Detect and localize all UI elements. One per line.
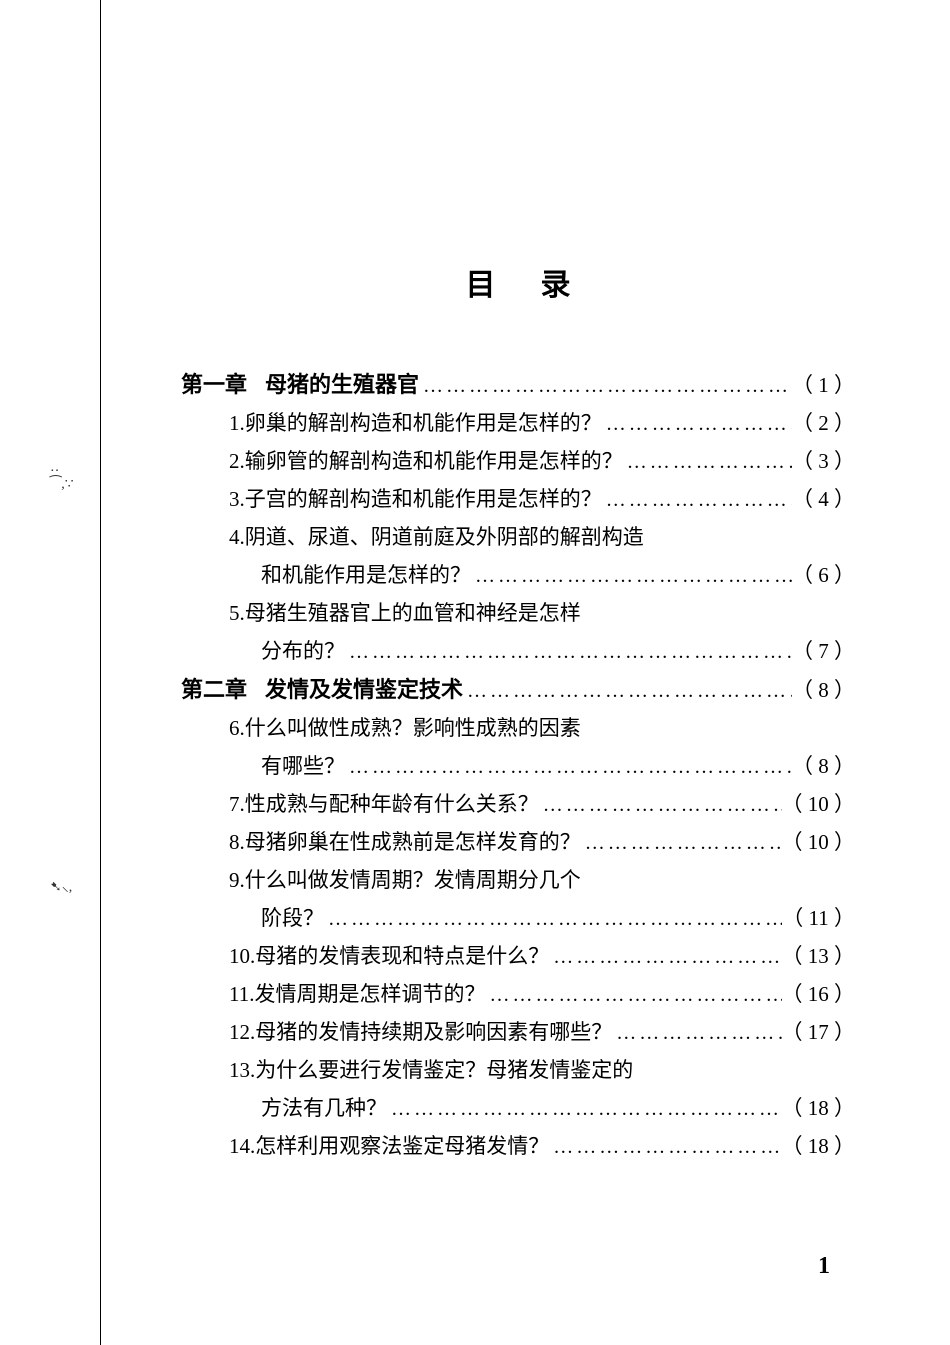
page-ref: （ 2 ） [792,413,855,434]
toc-title: 目录 [181,260,855,304]
leader-dots: ……………………………………………………………… [602,490,792,510]
chapter-line: 第一章母猪的生殖器官………………………………………………………………（ 1 ） [181,374,855,396]
item-text: 1.卵巢的解剖构造和机能作用是怎样的？ [181,413,602,434]
toc-body: 第一章母猪的生殖器官………………………………………………………………（ 1 ）1… [181,374,855,1157]
toc-item-line: 11.发情周期是怎样调节的？………………………………………………………………（ … [181,984,855,1005]
page-ref: （ 1 ） [792,375,855,396]
page-ref: （ 16 ） [782,984,856,1005]
item-text: 14.怎样利用观察法鉴定母猪发情？ [181,1136,549,1157]
page-ref: （ 8 ） [792,680,855,701]
toc-item-line: 12.母猪的发情持续期及影响因素有哪些？……………………………………………………… [181,1022,855,1043]
chapter-label: 第二章 [181,679,247,701]
toc-item-line: 7.性成熟与配种年龄有什么关系？………………………………………………………………… [181,794,855,815]
page-ref: （ 8 ） [792,756,855,777]
page-ref: （ 18 ） [782,1136,856,1157]
toc-item-line: 方法有几种？………………………………………………………………（ 18 ） [181,1098,855,1119]
chapter-label: 第一章 [181,374,247,396]
toc-item-line: 9.什么叫做发情周期？发情周期分几个 [181,870,855,891]
page-container: 目录 第一章母猪的生殖器官………………………………………………………………（ 1… [100,0,900,1345]
chapter-line: 第二章发情及发情鉴定技术………………………………………………………………（ 8 … [181,679,855,701]
page-ref: （ 11 ） [782,908,855,929]
page-ref: （ 10 ） [782,794,856,815]
leader-dots: ……………………………………………………………… [463,681,792,701]
margin-artifacts-1: ‥⁀,∵ [50,460,80,494]
leader-dots: ……………………………………………………………… [602,414,792,434]
toc-item-line: 3.子宫的解剖构造和机能作用是怎样的？………………………………………………………… [181,489,855,510]
item-text: 阶段？ [181,908,324,929]
item-text: 13.为什么要进行发情鉴定？母猪发情鉴定的 [181,1060,633,1081]
page-ref: （ 6 ） [792,565,855,586]
toc-item-line: 2.输卵管的解剖构造和机能作用是怎样的？……………………………………………………… [181,451,855,472]
toc-item-line: 1.卵巢的解剖构造和机能作用是怎样的？………………………………………………………… [181,413,855,434]
leader-dots: ……………………………………………………………… [623,452,792,472]
item-text: 3.子宫的解剖构造和机能作用是怎样的？ [181,489,602,510]
item-text: 12.母猪的发情持续期及影响因素有哪些？ [181,1022,612,1043]
page-ref: （ 13 ） [782,946,856,967]
leader-dots: ……………………………………………………………… [387,1099,782,1119]
toc-item-line: 13.为什么要进行发情鉴定？母猪发情鉴定的 [181,1060,855,1081]
toc-item-line: 8.母猪卵巢在性成熟前是怎样发育的？…………………………………………………………… [181,832,855,853]
item-text: 6.什么叫做性成熟？影响性成熟的因素 [181,718,581,739]
toc-item-line: 10.母猪的发情表现和特点是什么？……………………………………………………………… [181,946,855,967]
margin-artifacts-2: ➷⸜, [50,880,80,897]
item-text: 5.母猪生殖器官上的血管和神经是怎样 [181,603,581,624]
leader-dots: ……………………………………………………………… [471,566,792,586]
leader-dots: ……………………………………………………………… [485,985,781,1005]
leader-dots: ……………………………………………………………… [324,909,782,929]
toc-item-line: 14.怎样利用观察法鉴定母猪发情？……………………………………………………………… [181,1136,855,1157]
leader-dots: ……………………………………………………………… [345,642,792,662]
item-text: 方法有几种？ [181,1098,387,1119]
page-ref: （ 10 ） [782,832,856,853]
item-text: 2.输卵管的解剖构造和机能作用是怎样的？ [181,451,623,472]
leader-dots: ……………………………………………………………… [612,1023,781,1043]
item-text: 10.母猪的发情表现和特点是什么？ [181,946,549,967]
toc-item-line: 4.阴道、尿道、阴道前庭及外阴部的解剖构造 [181,527,855,548]
page-ref: （ 4 ） [792,489,855,510]
toc-item-line: 分布的？………………………………………………………………（ 7 ） [181,641,855,662]
item-text: 4.阴道、尿道、阴道前庭及外阴部的解剖构造 [181,527,644,548]
item-text: 11.发情周期是怎样调节的？ [181,984,485,1005]
leader-dots: ……………………………………………………………… [549,1137,781,1157]
leader-dots: ……………………………………………………………… [539,795,782,815]
item-text: 和机能作用是怎样的？ [181,565,471,586]
page-ref: （ 7 ） [792,641,855,662]
toc-item-line: 和机能作用是怎样的？………………………………………………………………（ 6 ） [181,565,855,586]
toc-item-line: 有哪些？………………………………………………………………（ 8 ） [181,756,855,777]
leader-dots: ……………………………………………………………… [549,947,781,967]
item-text: 分布的？ [181,641,345,662]
chapter-title: 母猪的生殖器官 [265,374,419,396]
page-ref: （ 18 ） [782,1098,856,1119]
toc-item-line: 6.什么叫做性成熟？影响性成熟的因素 [181,718,855,739]
toc-item-line: 5.母猪生殖器官上的血管和神经是怎样 [181,603,855,624]
page-ref: （ 3 ） [792,451,855,472]
item-text: 7.性成熟与配种年龄有什么关系？ [181,794,539,815]
leader-dots: ……………………………………………………………… [581,833,782,853]
page-number: 1 [818,1253,830,1280]
toc-item-line: 阶段？………………………………………………………………（ 11 ） [181,908,855,929]
leader-dots: ……………………………………………………………… [419,376,792,396]
item-text: 有哪些？ [181,756,345,777]
item-text: 9.什么叫做发情周期？发情周期分几个 [181,870,581,891]
leader-dots: ……………………………………………………………… [345,757,792,777]
item-text: 8.母猪卵巢在性成熟前是怎样发育的？ [181,832,581,853]
chapter-title: 发情及发情鉴定技术 [265,679,463,701]
page-ref: （ 17 ） [782,1022,856,1043]
